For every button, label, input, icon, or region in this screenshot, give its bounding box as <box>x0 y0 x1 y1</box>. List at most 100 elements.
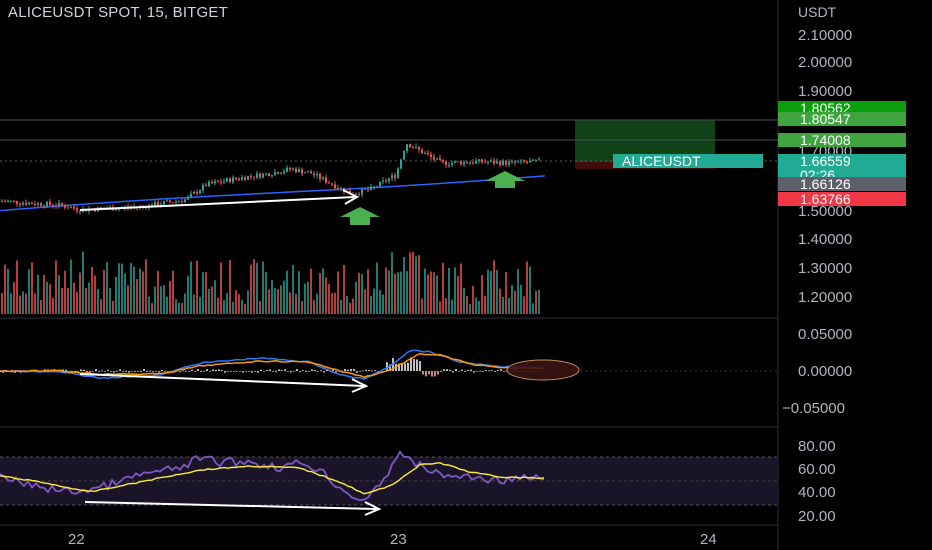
volume-bar <box>529 266 531 314</box>
volume-bar <box>289 292 291 314</box>
candle-body <box>499 161 501 166</box>
histogram-bar <box>272 371 274 372</box>
volume-bar <box>175 299 177 314</box>
histogram-bar <box>257 371 259 373</box>
volume-bar <box>319 272 321 314</box>
candle-body <box>514 161 516 163</box>
histogram-bar <box>233 371 235 372</box>
divergence-arrow-price <box>79 189 360 211</box>
divergence-arrow-macd <box>79 373 369 393</box>
candle-body <box>241 177 243 180</box>
candle-body <box>493 160 495 164</box>
histogram-bar <box>476 371 478 372</box>
candle-body <box>490 160 492 162</box>
histogram-bar <box>212 369 214 371</box>
histogram-bar <box>293 370 295 372</box>
volume-bar <box>73 282 75 314</box>
volume-bar <box>463 288 465 314</box>
volume-bar <box>532 303 534 314</box>
candle-body <box>442 160 444 162</box>
candle-body <box>412 147 414 149</box>
histogram-bar <box>368 369 370 371</box>
histogram-bar <box>434 371 436 377</box>
highlight-ellipse <box>506 359 580 381</box>
histogram-bar <box>239 371 241 372</box>
candle-body <box>235 177 237 179</box>
volume-bar <box>415 256 417 314</box>
candle-body <box>415 146 417 148</box>
candle-body <box>472 162 474 164</box>
volume-bar <box>211 286 213 314</box>
volume-bar <box>190 261 192 314</box>
candle-body <box>436 158 438 160</box>
volume-bar <box>85 288 87 314</box>
volume-bar <box>412 251 414 314</box>
macd-tick-label: −0.05000 <box>782 400 845 417</box>
volume-bar <box>265 272 267 314</box>
volume-bar <box>37 274 39 314</box>
time-axis[interactable]: 22 23 24 <box>68 531 717 548</box>
candle-body <box>331 183 333 185</box>
histogram-bar <box>374 370 376 371</box>
histogram-bar <box>155 371 157 372</box>
volume-bar <box>268 289 270 314</box>
histogram-bar <box>266 370 268 371</box>
candle-body <box>295 168 297 173</box>
volume-bar <box>481 275 483 314</box>
candle-body <box>304 172 306 174</box>
histogram-bar <box>311 369 313 371</box>
candle-body <box>220 181 222 183</box>
histogram-bar <box>500 369 502 371</box>
volume-bar <box>328 283 330 314</box>
volume-bar <box>262 261 264 314</box>
histogram-bar <box>65 369 67 371</box>
candle-body <box>184 199 186 203</box>
volume-bar <box>7 268 9 314</box>
candle-body <box>463 161 465 165</box>
candle-body <box>388 178 390 182</box>
histogram-bar <box>488 370 490 372</box>
volume-bar <box>385 267 387 314</box>
histogram-bar <box>182 370 184 372</box>
volume-bar <box>340 299 342 314</box>
volume-bar <box>247 290 249 314</box>
price-axis[interactable]: 2.100002.000001.900001.700001.500001.400… <box>782 27 852 525</box>
volume-bar <box>427 274 429 314</box>
candle-body <box>70 207 72 209</box>
candle-body <box>25 202 27 205</box>
histogram-bar <box>107 369 109 371</box>
histogram-bar <box>230 371 232 372</box>
volume-bar <box>373 288 375 314</box>
candle-body <box>190 193 192 197</box>
rsi-tick-label: 20.00 <box>798 508 836 525</box>
candle-body <box>100 207 102 209</box>
volume-bar <box>169 281 171 314</box>
volume-bar <box>295 293 297 314</box>
candle-body <box>289 167 291 170</box>
volume-bar <box>379 289 381 314</box>
candle-body <box>325 177 327 183</box>
volume-bar <box>106 262 108 314</box>
candle-body <box>430 154 432 157</box>
volume-bar <box>34 293 36 314</box>
candle-body <box>262 173 264 178</box>
candle-body <box>298 169 300 173</box>
price-tag-label: 1.63766 <box>800 191 851 207</box>
candle-body <box>244 177 246 180</box>
volume-bar <box>430 271 432 314</box>
volume-bar <box>280 285 282 314</box>
candle-body <box>367 189 369 191</box>
histogram-bar <box>467 370 469 371</box>
volume-bar <box>397 272 399 314</box>
candle-body <box>535 159 537 161</box>
histogram-bar <box>449 369 451 371</box>
candle-body <box>277 172 279 174</box>
volume-bar <box>22 291 24 314</box>
volume-bar <box>55 260 57 314</box>
histogram-bar <box>125 371 127 373</box>
volume-bar <box>394 273 396 314</box>
histogram-bar <box>428 371 430 375</box>
volume-bar <box>331 293 333 314</box>
candle-body <box>61 202 63 206</box>
